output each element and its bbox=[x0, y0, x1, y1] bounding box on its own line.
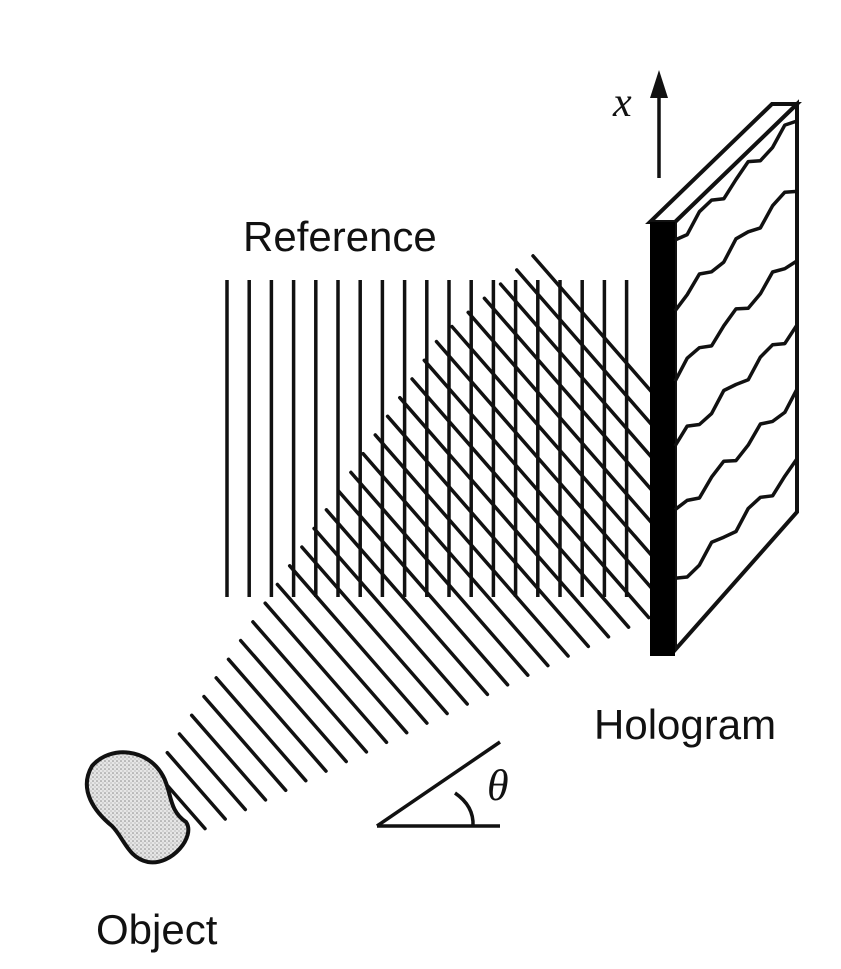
object-wavefront-line bbox=[336, 489, 510, 687]
arrow-up-icon bbox=[650, 70, 668, 98]
object-wavefront-line bbox=[300, 545, 449, 716]
axis-arrow: x bbox=[612, 70, 668, 178]
hologram-fringe-line bbox=[674, 457, 799, 581]
object-wavefront-line bbox=[275, 582, 409, 735]
hologram-fringe-line bbox=[674, 119, 798, 242]
object-wavefront-line bbox=[251, 620, 369, 754]
object-wavefront-line bbox=[214, 676, 308, 783]
hologram-plate-edge bbox=[650, 222, 675, 656]
hologram-fringe-line bbox=[673, 189, 798, 312]
object-wavefront-line bbox=[226, 657, 328, 773]
object-wavefront-line bbox=[450, 324, 688, 597]
angle-label: θ bbox=[487, 761, 509, 810]
object-wavefront-line bbox=[189, 713, 268, 802]
object-wavefront-line bbox=[373, 433, 570, 658]
object-wavefront-line bbox=[263, 601, 389, 745]
hologram-fringe-line bbox=[673, 323, 799, 447]
object-wavefront-line bbox=[410, 377, 631, 629]
hologram-label: Hologram bbox=[594, 701, 776, 748]
object-wavefront-line bbox=[434, 339, 671, 610]
object-wavefront-line bbox=[422, 358, 651, 620]
object-wavefront-line bbox=[361, 451, 550, 668]
object-wavefront-line bbox=[238, 638, 348, 764]
object-wavefront-line bbox=[349, 470, 530, 677]
object-wavefront-line bbox=[398, 395, 611, 639]
hologram-fringes bbox=[673, 119, 799, 581]
hologram-fringe-line bbox=[673, 259, 798, 383]
object-wavefront-line bbox=[202, 694, 288, 793]
angle-icon bbox=[376, 740, 501, 828]
hologram-fringe-line bbox=[673, 388, 799, 512]
hologram-plate bbox=[645, 99, 802, 656]
object-wavefront-line bbox=[324, 508, 490, 697]
object-wavefront-line bbox=[287, 564, 429, 725]
reference-label: Reference bbox=[243, 213, 437, 260]
object-wavefront-line bbox=[385, 414, 591, 649]
axis-label: x bbox=[612, 80, 632, 126]
object-wavefront-line bbox=[165, 750, 227, 821]
object-wavefront-line bbox=[177, 732, 248, 812]
object-label: Object bbox=[96, 906, 218, 953]
object-shape bbox=[84, 750, 191, 865]
object-wavefront-line bbox=[312, 526, 469, 706]
